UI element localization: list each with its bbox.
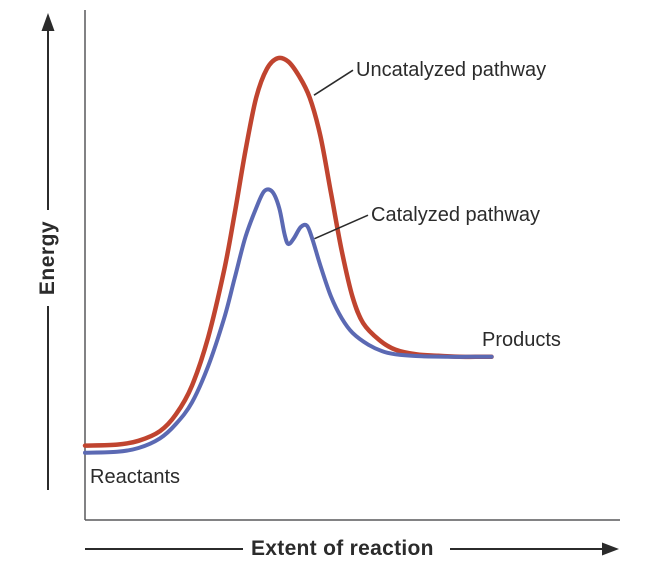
right-arrowhead-icon — [602, 542, 619, 556]
extent-of-reaction-axis-label: Extent of reaction — [251, 537, 434, 560]
products-label: Products — [482, 329, 561, 351]
annotation-line-uncatalyzed — [313, 69, 354, 96]
annotation-line-catalyzed — [314, 214, 369, 240]
energy-axis-label: Energy — [36, 220, 59, 296]
up-arrowhead-icon — [41, 13, 55, 31]
annotation-lines — [313, 69, 369, 240]
uncatalyzed-pathway-label: Uncatalyzed pathway — [356, 59, 547, 81]
curves — [82, 55, 494, 455]
curve-catalyzed — [83, 187, 494, 455]
reactants-label: Reactants — [90, 466, 181, 488]
catalyzed-pathway-label: Catalyzed pathway — [371, 204, 540, 226]
curve-uncatalyzed — [82, 55, 494, 448]
